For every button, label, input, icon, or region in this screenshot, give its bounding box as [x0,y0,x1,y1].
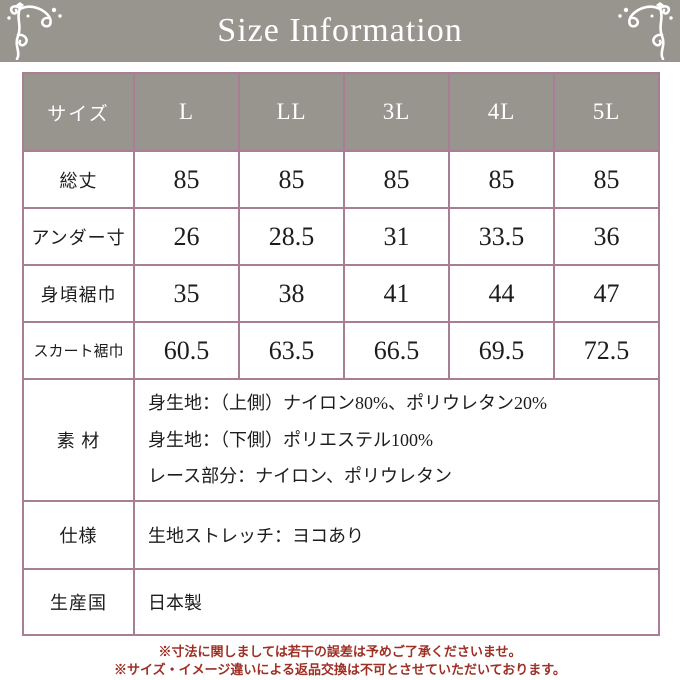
table-row-material: 素 材 身生地：（上側）ナイロン80%、ポリウレタン20% 身生地：（下側）ポリ… [22,378,660,502]
cell-value: 85 [448,150,555,209]
floral-ornament-left-icon [6,2,66,61]
table-row-skirt-hem-width: スカート裾巾 60.5 63.5 66.5 69.5 72.5 [22,321,660,380]
cell-value: 35 [133,264,240,323]
table-row-country: 生産国 日本製 [22,568,660,636]
row-label: 素 材 [22,378,135,502]
cell-value: 85 [343,150,450,209]
table-header-row: サイズ L LL 3L 4L 5L [22,72,660,152]
column-header-4l: 4L [448,72,555,152]
column-header-ll: LL [238,72,345,152]
cell-value: 31 [343,207,450,266]
table-row-total-length: 総丈 85 85 85 85 85 [22,150,660,209]
size-table: サイズ L LL 3L 4L 5L 総丈 85 85 85 85 85 アンダー… [22,72,660,636]
cell-value: 63.5 [238,321,345,380]
material-detail-cell: 身生地：（上側）ナイロン80%、ポリウレタン20% 身生地：（下側）ポリエステル… [133,378,660,502]
cell-value: 26 [133,207,240,266]
cell-value: 47 [553,264,660,323]
material-line: 身生地：（下側）ポリエステル100% [148,429,433,450]
note-line-measurement-disclaimer: ※寸法に関しましては若干の誤差は予めご了承くださいませ。 [158,644,522,659]
notes: ※寸法に関しましては若干の誤差は予めご了承くださいませ。 ※サイズ・イメージ違い… [0,643,680,679]
cell-value: 85 [553,150,660,209]
cell-value: 69.5 [448,321,555,380]
page-title: Size Information [217,12,463,49]
table-row-under-size: アンダー寸 26 28.5 31 33.5 36 [22,207,660,266]
cell-value: 44 [448,264,555,323]
spec-detail-cell: 生地ストレッチ：ヨコあり [133,500,660,570]
note-line-return-policy: ※サイズ・イメージ違いによる返品交換は不可とさせていただいております。 [114,662,566,678]
cell-value: 72.5 [553,321,660,380]
table-row-spec: 仕様 生地ストレッチ：ヨコあり [22,500,660,570]
row-label: アンダー寸 [22,207,135,266]
cell-value: 28.5 [238,207,345,266]
header-band: Size Information [0,0,680,62]
row-label: 総丈 [22,150,135,209]
column-header-3l: 3L [343,72,450,152]
floral-ornament-right-icon [614,2,674,61]
cell-value: 85 [238,150,345,209]
cell-value: 36 [553,207,660,266]
column-header-5l: 5L [553,72,660,152]
cell-value: 41 [343,264,450,323]
cell-value: 60.5 [133,321,240,380]
column-header-l: L [133,72,240,152]
column-header-size: サイズ [22,72,135,152]
row-label: 身頃裾巾 [22,264,135,323]
material-line: レース部分：ナイロン、ポリウレタン [148,466,453,487]
cell-value: 85 [133,150,240,209]
cell-value: 33.5 [448,207,555,266]
material-line: 身生地：（上側）ナイロン80%、ポリウレタン20% [148,392,547,413]
country-detail-cell: 日本製 [133,568,660,636]
row-label: 生産国 [22,568,135,636]
cell-value: 38 [238,264,345,323]
row-label: 仕様 [22,500,135,570]
cell-value: 66.5 [343,321,450,380]
table-row-body-hem-width: 身頃裾巾 35 38 41 44 47 [22,264,660,323]
row-label: スカート裾巾 [22,321,135,380]
